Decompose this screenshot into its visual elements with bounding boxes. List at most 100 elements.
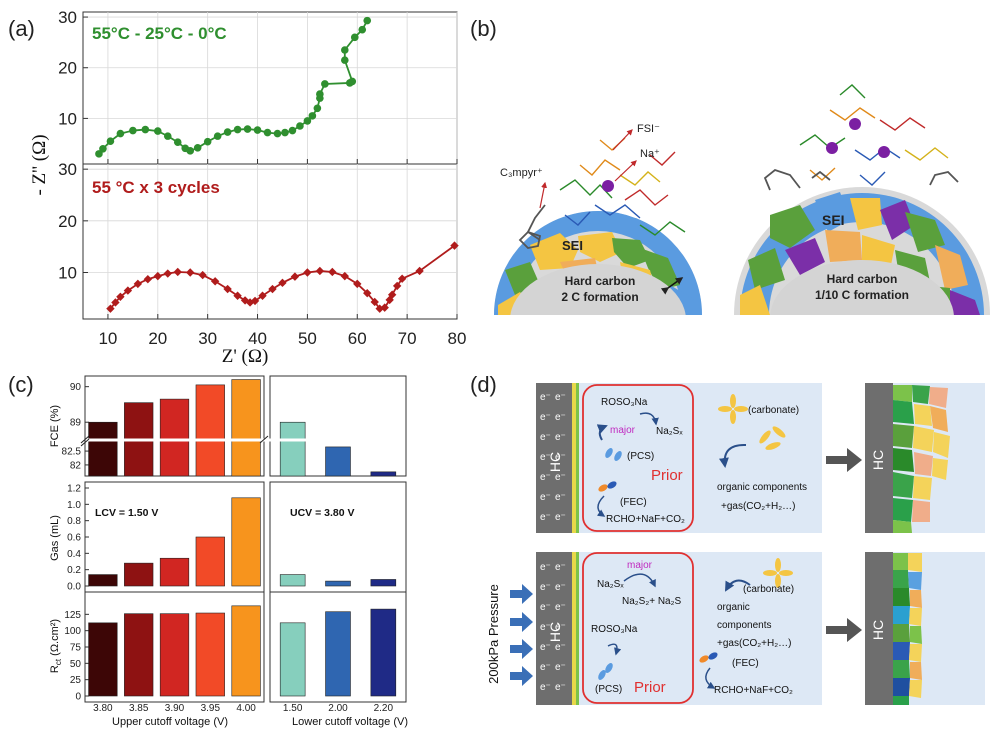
eis-point [111, 298, 120, 307]
major-label-top: major [610, 425, 636, 436]
bar-y-tick-label: 25 [70, 675, 82, 686]
eis-gridlines [83, 12, 458, 319]
lower-cutoff-x-label: Lower cutoff voltage (V) [292, 716, 408, 728]
fce-bar-upper-4.00 [231, 379, 261, 477]
eis-point [223, 128, 232, 136]
svg-text:e⁻: e⁻ [540, 682, 551, 693]
pcs-label-top: (PCS) [627, 451, 654, 462]
eis-point [203, 137, 212, 146]
sei-particle-2c: SEI Hard carbon 2 C formation [494, 211, 702, 315]
eis-x-axis-label: Z' (Ω) [222, 346, 269, 367]
gas-bar-lower-2.20 [370, 579, 397, 587]
prior-label-top: Prior [651, 467, 683, 484]
hard-carbon-label-right: Hard carbon [827, 272, 898, 286]
eis-point [348, 77, 357, 86]
eis-point [321, 80, 329, 88]
sodium-ion-right-3 [878, 146, 890, 158]
rct-bar-lower-2.00 [325, 611, 351, 697]
svg-text:e⁻: e⁻ [540, 472, 551, 483]
fsi-label: FSI⁻ [637, 123, 660, 135]
hc-result-label-bottom: HC [870, 620, 886, 640]
eis-x-tick-label: 70 [398, 329, 417, 348]
eis-point [193, 143, 202, 152]
eis-y-tick-label: 10 [58, 264, 77, 283]
na2sx-top: Na₂Sₓ [656, 426, 683, 437]
eis-point [186, 147, 195, 155]
eis-point [258, 291, 267, 300]
svg-text:e⁻: e⁻ [540, 622, 551, 633]
eis-y-tick-label: 20 [58, 59, 77, 78]
eis-x-tick-label: 20 [148, 329, 167, 348]
major-label-bottom: major [627, 560, 653, 571]
svg-text:e⁻: e⁻ [540, 582, 551, 593]
svg-text:e⁻: e⁻ [540, 662, 551, 673]
sodium-ion-right-2 [826, 142, 838, 154]
eis-point [273, 129, 282, 138]
gas-bar-upper-3.95 [195, 536, 225, 587]
rct-bar-lower-1.50 [279, 622, 306, 697]
eis-point [154, 127, 162, 135]
eis-y-tick-label: 20 [58, 212, 77, 231]
roso3na-bottom: ROSO₃Na [591, 624, 638, 635]
electrons-top: e⁻ e⁻ e⁻ e⁻ e⁻ e⁻ e⁻ e⁻ e⁻ e⁻ e⁻ e⁻ e⁻ e⁻ [540, 392, 566, 523]
eis-point [328, 267, 337, 277]
eis-axes: 10 20 30 10 20 30 10 20 30 40 50 60 70 80 [58, 8, 466, 348]
bar-frame-right [269, 591, 407, 703]
eis-y-tick-label: 10 [58, 109, 77, 128]
bar-y-tick-label: 1.0 [67, 500, 81, 511]
bar-y-tick-label: 100 [64, 626, 81, 637]
eis-bottom-title: 55 °C x 3 cycles [92, 178, 220, 197]
pressure-label: 200kPa Pressure [486, 584, 501, 684]
svg-text:e⁻: e⁻ [540, 642, 551, 653]
eis-point [363, 16, 372, 25]
panel-d-label: (d) [470, 372, 497, 397]
arrow-right-bottom [826, 618, 862, 642]
fce-bar-upper-3.95 [195, 384, 225, 477]
eis-series [95, 16, 459, 313]
rcho-bottom: RCHO+NaF+CO₂ [714, 685, 793, 696]
organic-bottom-1: organic [717, 602, 750, 613]
eis-y-tick-label: 30 [58, 8, 77, 27]
hc-electrode-bottom [536, 552, 572, 705]
bar-y-tick-label: 1.2 [67, 484, 81, 495]
eis-point [340, 271, 349, 281]
cation-arrow [539, 181, 548, 209]
eis-point [281, 128, 289, 137]
svg-text:e⁻: e⁻ [555, 492, 566, 503]
formation-rate-right: 1/10 C formation [815, 288, 909, 302]
eis-x-tick-label: 40 [248, 329, 267, 348]
eis-x-tick-label: 30 [198, 329, 217, 348]
lower-cutoff-tick-label: 2.00 [328, 703, 348, 714]
upper-cutoff-tick-label: 3.80 [93, 703, 113, 714]
bar-y-tick-label: 0 [75, 692, 81, 703]
rct-bar-lower-2.20 [370, 608, 397, 697]
sodium-ion-right-1 [849, 118, 861, 130]
bar-y-tick-label: 50 [70, 659, 82, 670]
panel-c-label: (c) [8, 372, 34, 397]
formation-rate-left: 2 C formation [561, 290, 638, 304]
prior-box-top [582, 384, 694, 532]
eis-y-axis-label: - Z'' (Ω) [29, 134, 50, 195]
eis-point [163, 269, 172, 278]
eis-x-tick-label: 60 [348, 329, 367, 348]
rcho-top: RCHO+NaF+CO₂ [606, 514, 685, 525]
eis-point [163, 132, 172, 140]
bar-plot-axes: 3.80 3.85 3.90 3.95 4.00 1.50 2.00 2.20 89 90 82 82… [62, 382, 394, 714]
svg-text:e⁻: e⁻ [555, 432, 566, 443]
eis-point [186, 268, 195, 277]
arrow-right-top [826, 448, 862, 472]
eis-point [173, 267, 182, 277]
hc-label-bottom: HC [547, 622, 563, 642]
eis-point [253, 126, 262, 134]
cation-label: C₃mpyr⁺ [500, 167, 543, 179]
gas-bar-upper-4.00 [231, 497, 261, 587]
panel-b-label: (b) [470, 16, 497, 41]
fce-bar-lower-1.50 [279, 421, 306, 477]
fce-bar-upper-3.90 [159, 398, 190, 477]
bar-y-tick-label: 82 [70, 460, 82, 471]
rct-y-label: Rct (Ω.cm²) [49, 619, 63, 673]
eis-x-tick-label: 80 [448, 329, 467, 348]
rct-bar-upper-4.00 [231, 605, 261, 697]
bar-y-tick-label: 89 [70, 418, 82, 429]
